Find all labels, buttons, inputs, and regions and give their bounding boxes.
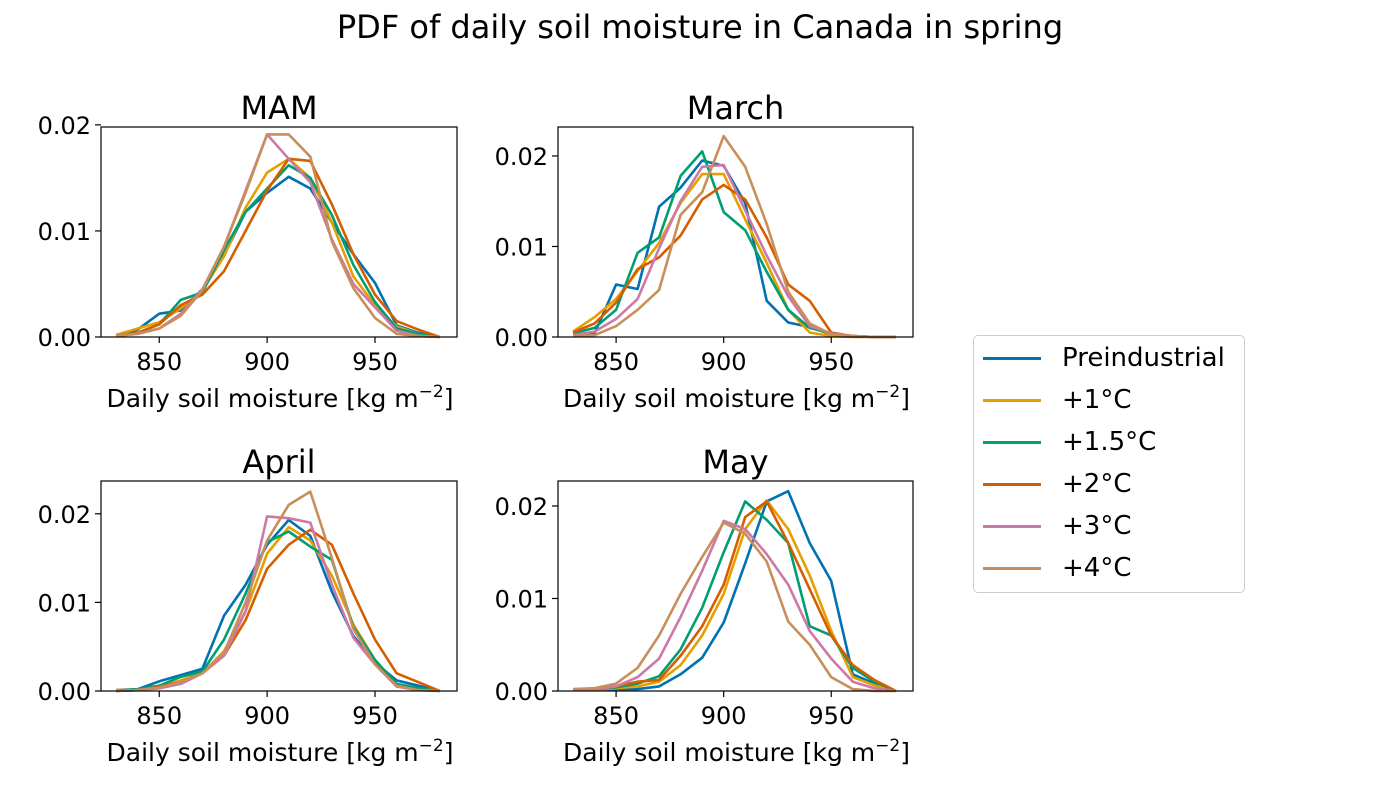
x-tick-label: 850 bbox=[136, 702, 182, 730]
axes-frame bbox=[557, 126, 914, 338]
x-tick-label: 850 bbox=[136, 348, 182, 376]
subplot-3: 850 900 950 0.00 0.01 0.02 April Daily soil moi… bbox=[38, 443, 458, 767]
series-line-preindustrial bbox=[573, 489, 897, 693]
y-tick-label: 0.00 bbox=[495, 324, 548, 352]
legend-item-plus4: +4°C bbox=[974, 550, 1244, 586]
legend-swatch-preindustrial bbox=[983, 357, 1041, 360]
legend-item-plus3: +3°C bbox=[974, 508, 1244, 544]
series-line-3-c bbox=[573, 519, 896, 693]
legend-swatch-plus3 bbox=[983, 525, 1041, 528]
legend-swatch-plus1 bbox=[983, 399, 1041, 402]
x-tick-label: 900 bbox=[701, 702, 747, 730]
x-axis-label: Daily soil moisture [kg m−2] bbox=[107, 736, 454, 767]
subplot-2: 850 900 950 0.00 0.01 0.02 March Daily soil moi… bbox=[495, 89, 914, 413]
legend-label-plus2: +2°C bbox=[1062, 469, 1132, 499]
y-tick-label: 0.02 bbox=[495, 493, 548, 521]
series-line-4-c bbox=[573, 134, 896, 339]
legend-swatch-plus1-5 bbox=[983, 441, 1041, 444]
legend-item-plus1-5: +1.5°C bbox=[974, 424, 1244, 460]
legend-label-preindustrial: Preindustrial bbox=[1062, 343, 1225, 373]
legend-item-plus1: +1°C bbox=[974, 382, 1244, 418]
series-line-2-c bbox=[573, 500, 897, 693]
legend-swatch-plus4 bbox=[983, 567, 1041, 570]
series-line-4-c bbox=[116, 490, 440, 693]
legend-label-plus1-5: +1.5°C bbox=[1062, 427, 1157, 457]
x-axis-label: Daily soil moisture [kg m−2] bbox=[563, 382, 910, 413]
y-tick-label: 0.00 bbox=[495, 678, 548, 706]
y-tick-label: 0.01 bbox=[495, 233, 548, 261]
y-tick-label: 0.00 bbox=[38, 324, 91, 352]
legend-label-plus4: +4°C bbox=[1062, 553, 1132, 583]
legend-swatch-plus2 bbox=[983, 483, 1041, 486]
x-tick-label: 950 bbox=[352, 348, 398, 376]
x-tick-label: 950 bbox=[352, 702, 398, 730]
series-line-4-c bbox=[573, 521, 896, 693]
y-tick-label: 0.02 bbox=[38, 112, 91, 140]
x-tick-label: 900 bbox=[244, 702, 290, 730]
axes-frame bbox=[100, 480, 458, 692]
x-tick-label: 900 bbox=[244, 348, 290, 376]
subplot-title: March bbox=[687, 89, 785, 127]
subplot-4: 850 900 950 0.00 0.01 0.02 May Daily soil moist… bbox=[495, 443, 914, 767]
x-tick-label: 850 bbox=[593, 348, 639, 376]
series-line-2-c bbox=[115, 157, 441, 339]
legend-item-preindustrial: Preindustrial bbox=[974, 340, 1244, 376]
axes-frame bbox=[557, 480, 914, 692]
subplot-title: April bbox=[242, 443, 315, 481]
x-tick-label: 950 bbox=[808, 702, 854, 730]
y-tick-label: 0.00 bbox=[38, 678, 91, 706]
series-line-1-5-c bbox=[572, 150, 896, 339]
axes-frame bbox=[100, 126, 458, 338]
x-tick-label: 900 bbox=[701, 348, 747, 376]
x-axis-label: Daily soil moisture [kg m−2] bbox=[563, 736, 910, 767]
x-tick-label: 850 bbox=[593, 702, 639, 730]
legend-label-plus1: +1°C bbox=[1062, 385, 1132, 415]
legend: Preindustrial +1°C +1.5°C +2°C +3°C +4°C bbox=[973, 335, 1245, 593]
legend-label-plus3: +3°C bbox=[1062, 511, 1132, 541]
series-line-1-5-c bbox=[115, 163, 440, 339]
series-line-2-c bbox=[116, 528, 441, 693]
y-tick-label: 0.02 bbox=[495, 143, 548, 171]
series-line-1-5-c bbox=[115, 530, 440, 693]
series-line-4-c bbox=[115, 133, 440, 339]
y-tick-label: 0.01 bbox=[38, 589, 91, 617]
x-axis-label: Daily soil moisture [kg m−2] bbox=[107, 382, 454, 413]
x-tick-label: 950 bbox=[808, 348, 854, 376]
y-tick-label: 0.01 bbox=[495, 585, 548, 613]
legend-item-plus2: +2°C bbox=[974, 466, 1244, 502]
subplot-title: MAM bbox=[240, 89, 317, 127]
subplot-1: 850 900 950 0.00 0.01 0.02 MAM Daily soil moist… bbox=[38, 89, 458, 413]
y-tick-label: 0.01 bbox=[38, 218, 91, 246]
y-tick-label: 0.02 bbox=[38, 501, 91, 529]
subplot-title: May bbox=[702, 443, 768, 481]
figure-title: PDF of daily soil moisture in Canada in … bbox=[336, 8, 1064, 46]
